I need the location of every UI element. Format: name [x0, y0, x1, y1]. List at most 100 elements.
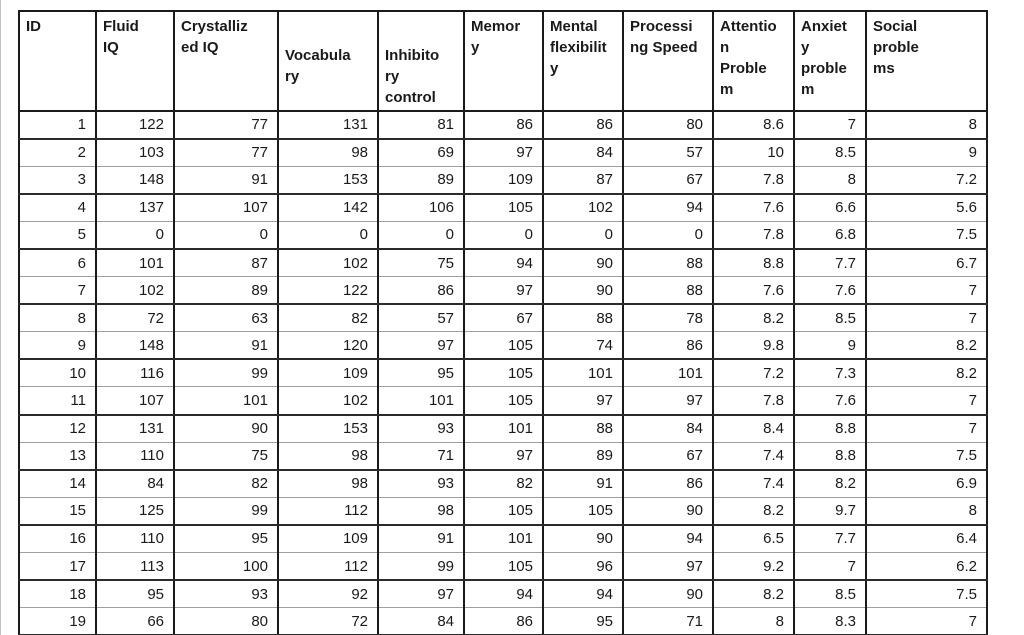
- cell-fluid-iq: 72: [95, 304, 175, 333]
- cell-social-problems: 7.5: [865, 221, 988, 250]
- cell-processing-speed: 86: [622, 331, 714, 361]
- cell-anxiety-problem: 9: [793, 331, 867, 361]
- cell-mental-flexibility: 87: [542, 166, 624, 195]
- cell-inhibitory-control: 98: [377, 497, 465, 526]
- cell-fluid-iq: 0: [95, 221, 175, 250]
- cell-social-problems: 6.7: [865, 248, 988, 278]
- cell-crystallized-iq: 101: [173, 386, 279, 416]
- cell-crystallized-iq: 91: [173, 166, 279, 195]
- cell-crystallized-iq: 0: [173, 221, 279, 250]
- header-row: ID Fluid IQ Crystalliz ed IQ Vocabula ry Inh…: [18, 10, 988, 112]
- cell-vocabulary: 98: [277, 442, 379, 471]
- cell-id: 9: [18, 331, 97, 361]
- cell-mental-flexibility: 101: [542, 359, 624, 388]
- cell-id: 8: [18, 304, 97, 333]
- table-row: 18 95 93 92 97 94 94 90 8.2 8.5 7.5: [18, 580, 988, 609]
- cell-vocabulary: 109: [277, 524, 379, 553]
- cell-inhibitory-control: 81: [377, 111, 465, 140]
- cell-memory: 82: [463, 469, 544, 498]
- table-row: 3 148 91 153 89 109 87 67 7.8 8 7.2: [18, 166, 988, 195]
- cell-vocabulary: 112: [277, 497, 379, 526]
- cell-vocabulary: 153: [277, 414, 379, 443]
- cell-fluid-iq: 148: [95, 166, 175, 195]
- cell-inhibitory-control: 86: [377, 276, 465, 306]
- cell-crystallized-iq: 75: [173, 442, 279, 471]
- cell-attention-problem: 10: [712, 138, 795, 167]
- cell-fluid-iq: 103: [95, 138, 175, 167]
- cell-attention-problem: 8.2: [712, 580, 795, 609]
- table-row: 4 137 107 142 106 105 102 94 7.6 6.6 5.6: [18, 193, 988, 222]
- cell-fluid-iq: 116: [95, 359, 175, 388]
- cell-inhibitory-control: 101: [377, 386, 465, 416]
- cell-processing-speed: 86: [622, 469, 714, 498]
- cell-memory: 86: [463, 607, 544, 635]
- cell-processing-speed: 94: [622, 524, 714, 553]
- cell-id: 7: [18, 276, 97, 306]
- cell-vocabulary: 102: [277, 248, 379, 278]
- cell-fluid-iq: 110: [95, 442, 175, 471]
- table-row: 2 103 77 98 69 97 84 57 10 8.5 9: [18, 138, 988, 167]
- cell-social-problems: 8: [865, 111, 988, 140]
- cell-crystallized-iq: 93: [173, 580, 279, 609]
- cell-memory: 105: [463, 359, 544, 388]
- cell-processing-speed: 90: [622, 580, 714, 609]
- cell-memory: 105: [463, 497, 544, 526]
- cell-anxiety-problem: 8.2: [793, 469, 867, 498]
- cell-inhibitory-control: 93: [377, 469, 465, 498]
- cell-id: 14: [18, 469, 97, 498]
- cell-fluid-iq: 137: [95, 193, 175, 222]
- cell-id: 6: [18, 248, 97, 278]
- cell-crystallized-iq: 77: [173, 138, 279, 167]
- cell-fluid-iq: 95: [95, 580, 175, 609]
- table-row: 19 66 80 72 84 86 95 71 8 8.3 7: [18, 607, 988, 635]
- cell-memory: 105: [463, 552, 544, 582]
- scores-table: ID Fluid IQ Crystalliz ed IQ Vocabula ry Inh…: [18, 10, 988, 635]
- cell-processing-speed: 57: [622, 138, 714, 167]
- cell-id: 13: [18, 442, 97, 471]
- cell-mental-flexibility: 94: [542, 580, 624, 609]
- cell-fluid-iq: 113: [95, 552, 175, 582]
- cell-memory: 94: [463, 580, 544, 609]
- cell-social-problems: 7: [865, 386, 988, 416]
- cell-memory: 109: [463, 166, 544, 195]
- cell-attention-problem: 7.8: [712, 221, 795, 250]
- cell-mental-flexibility: 90: [542, 248, 624, 278]
- cell-inhibitory-control: 89: [377, 166, 465, 195]
- cell-processing-speed: 94: [622, 193, 714, 222]
- cell-inhibitory-control: 97: [377, 331, 465, 361]
- column-header-mental-flexibility: Mental flexibilit y: [542, 10, 624, 112]
- cell-anxiety-problem: 8.5: [793, 304, 867, 333]
- cell-mental-flexibility: 88: [542, 304, 624, 333]
- cell-inhibitory-control: 91: [377, 524, 465, 553]
- cell-anxiety-problem: 7.7: [793, 248, 867, 278]
- cell-vocabulary: 120: [277, 331, 379, 361]
- cell-processing-speed: 84: [622, 414, 714, 443]
- cell-memory: 101: [463, 414, 544, 443]
- cell-vocabulary: 109: [277, 359, 379, 388]
- cell-anxiety-problem: 7.6: [793, 386, 867, 416]
- cell-social-problems: 6.4: [865, 524, 988, 553]
- cell-attention-problem: 8.8: [712, 248, 795, 278]
- cell-processing-speed: 0: [622, 221, 714, 250]
- column-header-attention-problem: Attentio n Proble m: [712, 10, 795, 112]
- table-row: 1 122 77 131 81 86 86 80 8.6 7 8: [18, 111, 988, 140]
- cell-social-problems: 7.5: [865, 442, 988, 471]
- cell-attention-problem: 9.8: [712, 331, 795, 361]
- cell-mental-flexibility: 88: [542, 414, 624, 443]
- cell-attention-problem: 7.4: [712, 442, 795, 471]
- cell-fluid-iq: 131: [95, 414, 175, 443]
- cell-inhibitory-control: 95: [377, 359, 465, 388]
- cell-mental-flexibility: 105: [542, 497, 624, 526]
- cell-attention-problem: 8.2: [712, 497, 795, 526]
- cell-processing-speed: 97: [622, 552, 714, 582]
- cell-anxiety-problem: 9.7: [793, 497, 867, 526]
- table-row: 7 102 89 122 86 97 90 88 7.6 7.6 7: [18, 276, 988, 306]
- cell-processing-speed: 78: [622, 304, 714, 333]
- cell-vocabulary: 82: [277, 304, 379, 333]
- cell-attention-problem: 9.2: [712, 552, 795, 582]
- cell-anxiety-problem: 8.5: [793, 138, 867, 167]
- cell-mental-flexibility: 74: [542, 331, 624, 361]
- table-row: 11 107 101 102 101 105 97 97 7.8 7.6 7: [18, 386, 988, 416]
- table-row: 8 72 63 82 57 67 88 78 8.2 8.5 7: [18, 304, 988, 333]
- cell-id: 5: [18, 221, 97, 250]
